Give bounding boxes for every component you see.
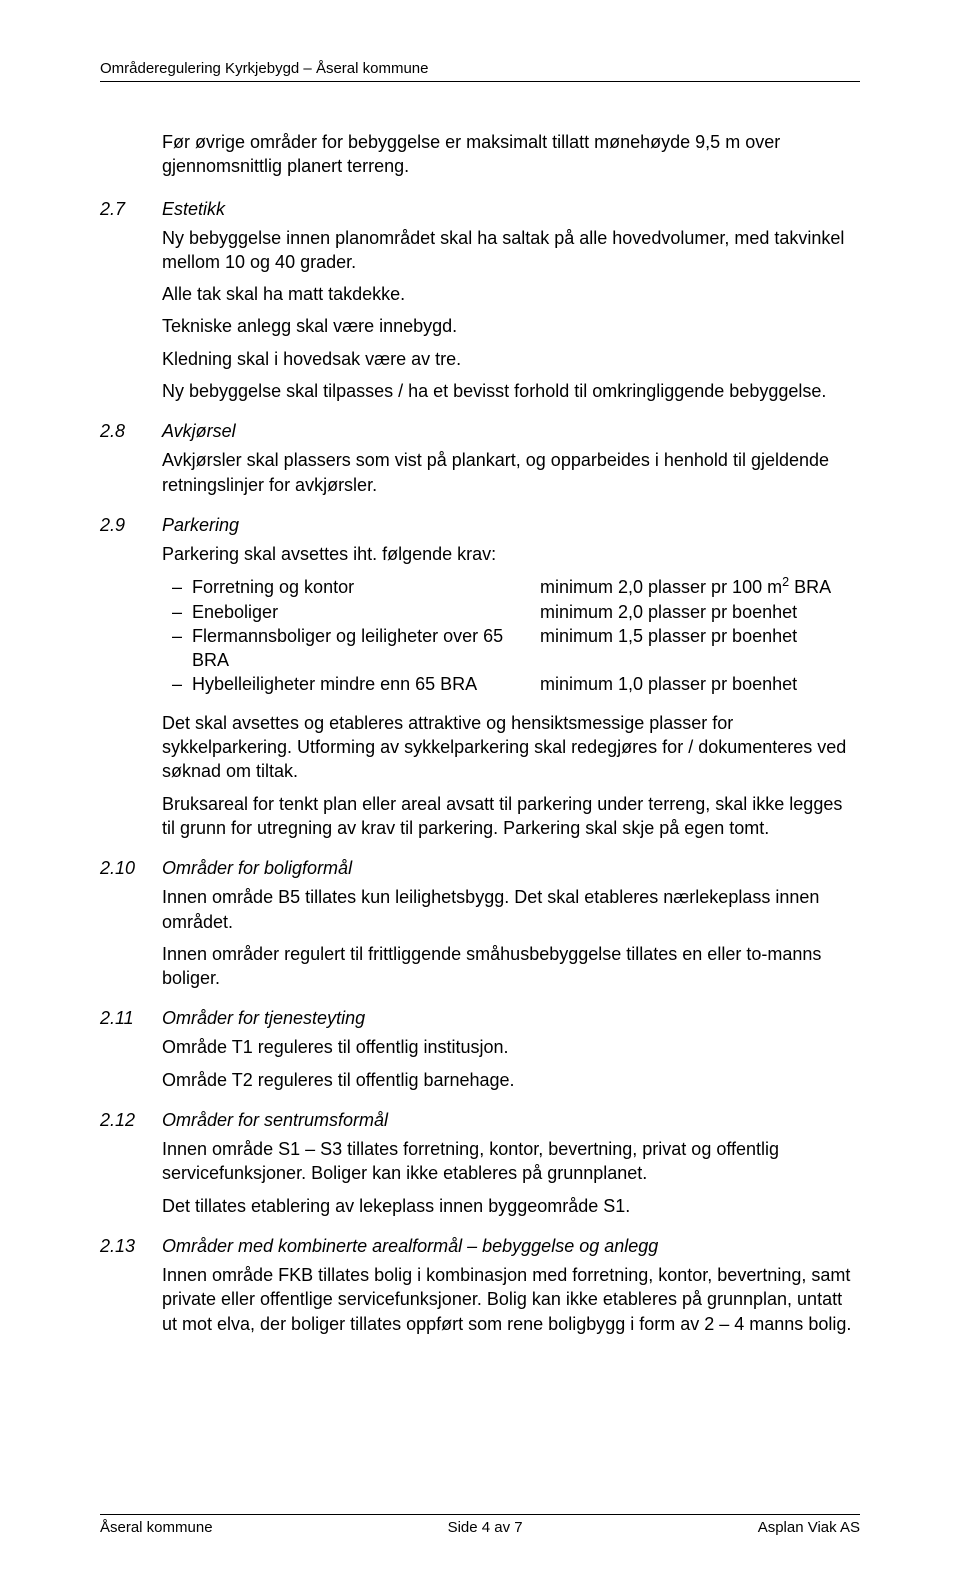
paragraph: Tekniske anlegg skal være innebygd. — [162, 314, 860, 338]
section-title: Parkering — [162, 515, 239, 536]
paragraph: Avkjørsler skal plassers som vist på pla… — [162, 448, 860, 497]
paragraph: Det skal avsettes og etableres attraktiv… — [162, 711, 860, 784]
section-title: Estetikk — [162, 199, 225, 220]
paragraph: Innen område B5 tillates kun leilighetsb… — [162, 885, 860, 934]
footer-right: Asplan Viak AS — [758, 1519, 860, 1536]
section-number: 2.13 — [100, 1236, 162, 1257]
section-2-8: 2.8 Avkjørsel Avkjørsler skal plassers s… — [100, 421, 860, 497]
section-title: Områder med kombinerte arealformål – beb… — [162, 1236, 658, 1257]
dash-icon: – — [162, 600, 192, 624]
paragraph: Innen område S1 – S3 tillates forretning… — [162, 1137, 860, 1186]
list-value: minimum 1,5 plasser pr boenhet — [540, 624, 860, 648]
list-value: minimum 2,0 plasser pr boenhet — [540, 600, 860, 624]
page-footer: Åseral kommune Side 4 av 7 Asplan Viak A… — [100, 1514, 860, 1536]
paragraph: Innen områder regulert til frittliggende… — [162, 942, 860, 991]
footer-center: Side 4 av 7 — [448, 1519, 523, 1536]
section-2-9: 2.9 Parkering Parkering skal avsettes ih… — [100, 515, 860, 840]
section-number: 2.12 — [100, 1110, 162, 1131]
footer-left: Åseral kommune — [100, 1519, 213, 1536]
dash-icon: – — [162, 672, 192, 696]
section-2-10: 2.10 Områder for boligformål Innen områd… — [100, 858, 860, 990]
section-2-7: 2.7 Estetikk Ny bebyggelse innen planomr… — [100, 199, 860, 404]
list-value: minimum 2,0 plasser pr 100 m2 BRA — [540, 574, 860, 599]
section-number: 2.8 — [100, 421, 162, 442]
section-number: 2.11 — [100, 1008, 162, 1029]
paragraph: Alle tak skal ha matt takdekke. — [162, 282, 860, 306]
dash-icon: – — [162, 575, 192, 599]
section-number: 2.9 — [100, 515, 162, 536]
section-title: Områder for tjenesteyting — [162, 1008, 365, 1029]
paragraph: Innen område FKB tillates bolig i kombin… — [162, 1263, 860, 1336]
section-title: Områder for sentrumsformål — [162, 1110, 388, 1131]
list-label: Flermannsboliger og leiligheter over 65 … — [192, 624, 540, 673]
paragraph: Område T2 reguleres til offentlig barneh… — [162, 1068, 860, 1092]
section-2-12: 2.12 Områder for sentrumsformål Innen om… — [100, 1110, 860, 1218]
list-label: Forretning og kontor — [192, 575, 540, 599]
list-item: – Hybelleiligheter mindre enn 65 BRA min… — [162, 672, 860, 696]
page-header: Områderegulering Kyrkjebygd – Åseral kom… — [100, 60, 860, 82]
section-2-11: 2.11 Områder for tjenesteyting Område T1… — [100, 1008, 860, 1092]
section-title: Områder for boligformål — [162, 858, 352, 879]
paragraph: Det tillates etablering av lekeplass inn… — [162, 1194, 860, 1218]
paragraph: Bruksareal for tenkt plan eller areal av… — [162, 792, 860, 841]
paragraph: Kledning skal i hovedsak være av tre. — [162, 347, 860, 371]
list-value: minimum 1,0 plasser pr boenhet — [540, 672, 860, 696]
section-number: 2.7 — [100, 199, 162, 220]
paragraph: Parkering skal avsettes iht. følgende kr… — [162, 542, 860, 566]
paragraph: Ny bebyggelse innen planområdet skal ha … — [162, 226, 860, 275]
parking-list: – Forretning og kontor minimum 2,0 plass… — [162, 574, 860, 696]
paragraph: Ny bebyggelse skal tilpasses / ha et bev… — [162, 379, 860, 403]
list-label: Hybelleiligheter mindre enn 65 BRA — [192, 672, 540, 696]
section-title: Avkjørsel — [162, 421, 236, 442]
list-item: – Flermannsboliger og leiligheter over 6… — [162, 624, 860, 673]
list-item: – Forretning og kontor minimum 2,0 plass… — [162, 574, 860, 599]
dash-icon: – — [162, 624, 192, 648]
section-number: 2.10 — [100, 858, 162, 879]
section-2-13: 2.13 Områder med kombinerte arealformål … — [100, 1236, 860, 1336]
intro-paragraph: Før øvrige områder for bebyggelse er mak… — [162, 130, 860, 179]
list-item: – Eneboliger minimum 2,0 plasser pr boen… — [162, 600, 860, 624]
list-label: Eneboliger — [192, 600, 540, 624]
paragraph: Område T1 reguleres til offentlig instit… — [162, 1035, 860, 1059]
